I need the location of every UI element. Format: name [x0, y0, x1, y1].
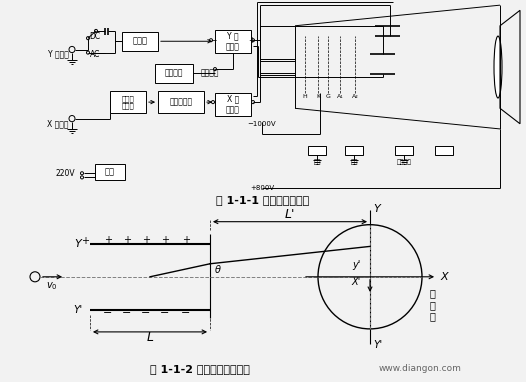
- Text: −: −: [141, 308, 150, 318]
- Circle shape: [251, 100, 255, 104]
- Text: 荧
光
屏: 荧 光 屏: [429, 288, 435, 321]
- Circle shape: [86, 51, 89, 54]
- Text: 校正信号: 校正信号: [165, 69, 183, 78]
- Bar: [215, 30, 251, 53]
- Circle shape: [318, 225, 422, 329]
- Text: +: +: [182, 235, 190, 245]
- Text: +: +: [248, 36, 254, 45]
- Text: +: +: [81, 236, 89, 246]
- Text: +: +: [123, 235, 131, 245]
- Text: 辅助聚焦: 辅助聚焦: [397, 159, 411, 165]
- Circle shape: [95, 29, 97, 32]
- Bar: [215, 93, 251, 115]
- Text: www.diangon.com: www.diangon.com: [379, 364, 461, 374]
- Text: Y': Y': [373, 340, 382, 350]
- Text: DC: DC: [89, 32, 100, 40]
- Circle shape: [86, 37, 89, 40]
- Text: +800V: +800V: [250, 185, 274, 191]
- Text: Y: Y: [373, 204, 380, 214]
- Text: +: +: [104, 235, 112, 245]
- Text: −: −: [160, 308, 170, 318]
- Text: K: K: [316, 94, 320, 99]
- Text: X 轴
放大器: X 轴 放大器: [226, 94, 240, 114]
- Text: Y: Y: [75, 239, 82, 249]
- Bar: [110, 91, 146, 113]
- Text: 电源: 电源: [105, 168, 115, 177]
- Text: Y': Y': [73, 305, 83, 315]
- Bar: [395, 146, 413, 155]
- Text: A₂: A₂: [351, 94, 358, 99]
- Text: −1000V: −1000V: [248, 121, 276, 127]
- Text: H: H: [302, 94, 307, 99]
- Circle shape: [209, 39, 213, 42]
- Text: G: G: [326, 94, 330, 99]
- Text: Y 轴
放大器: Y 轴 放大器: [226, 32, 240, 51]
- Bar: [308, 146, 326, 155]
- Text: 衰减器: 衰减器: [133, 37, 147, 46]
- Text: 聚焦: 聚焦: [350, 159, 358, 165]
- Ellipse shape: [494, 36, 502, 98]
- Text: A₁: A₁: [337, 94, 343, 99]
- Bar: [435, 146, 453, 155]
- Text: −: −: [123, 308, 132, 318]
- Text: Y 轴输入: Y 轴输入: [47, 49, 68, 58]
- Text: X': X': [351, 277, 361, 287]
- Text: 220V: 220V: [55, 169, 75, 178]
- Text: +: +: [161, 235, 169, 245]
- Text: 扫描发生器: 扫描发生器: [169, 98, 193, 107]
- Text: y': y': [352, 260, 360, 270]
- Bar: [95, 164, 125, 181]
- Text: $v_0$: $v_0$: [46, 280, 58, 292]
- Text: L': L': [285, 208, 295, 221]
- Bar: [158, 91, 204, 113]
- Bar: [155, 64, 193, 83]
- Text: −: −: [210, 36, 216, 45]
- Circle shape: [214, 68, 217, 71]
- Text: −: −: [103, 308, 113, 318]
- Text: X: X: [440, 272, 448, 282]
- Text: 图 1-1-2 示波器工作原理图: 图 1-1-2 示波器工作原理图: [150, 364, 250, 374]
- Text: +: +: [142, 235, 150, 245]
- Circle shape: [80, 176, 84, 179]
- Circle shape: [69, 46, 75, 53]
- Text: X 轴输入: X 轴输入: [47, 119, 69, 128]
- Circle shape: [251, 39, 255, 42]
- Bar: [122, 32, 158, 50]
- Text: −: −: [181, 308, 191, 318]
- Text: θ: θ: [215, 265, 221, 275]
- Circle shape: [69, 115, 75, 122]
- Circle shape: [211, 100, 215, 104]
- Bar: [345, 146, 363, 155]
- Circle shape: [30, 272, 40, 282]
- Text: AC: AC: [90, 50, 100, 59]
- Text: 同步信号: 同步信号: [201, 69, 219, 78]
- Circle shape: [80, 172, 84, 175]
- Text: L: L: [147, 332, 154, 345]
- Text: 扫描速
度调整: 扫描速 度调整: [122, 95, 134, 109]
- Text: 图 1-1-1 示波器电路框图: 图 1-1-1 示波器电路框图: [216, 195, 310, 205]
- Text: 辉度: 辉度: [313, 159, 321, 165]
